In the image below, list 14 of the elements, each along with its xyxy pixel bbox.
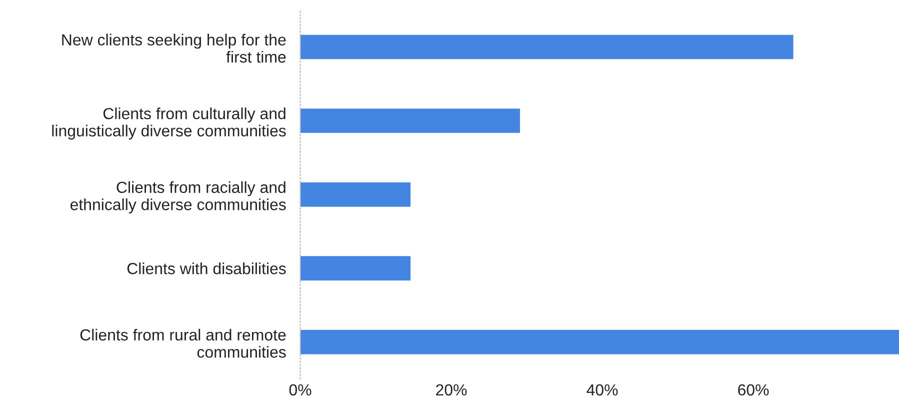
x-tick-label: 40% [586, 384, 618, 396]
x-tick-label: 0% [289, 384, 312, 396]
bar [300, 182, 410, 207]
x-tick-label: 20% [436, 384, 467, 396]
y-tick-label: New clients seeking help for the first time [62, 34, 286, 63]
y-tick-label: Clients from rural and remote communities [80, 328, 286, 358]
y-tick-label: Clients with disabilities [127, 262, 286, 274]
bar [300, 34, 794, 60]
x-tick-label: 60% [738, 384, 769, 396]
bar [300, 256, 410, 280]
bar [300, 108, 520, 133]
y-tick-label: Clients from racially and ethnically diverse communities [70, 181, 286, 214]
y-tick-label: Clients from culturally and linguistically diverse communities [52, 108, 286, 140]
bar [300, 330, 899, 354]
